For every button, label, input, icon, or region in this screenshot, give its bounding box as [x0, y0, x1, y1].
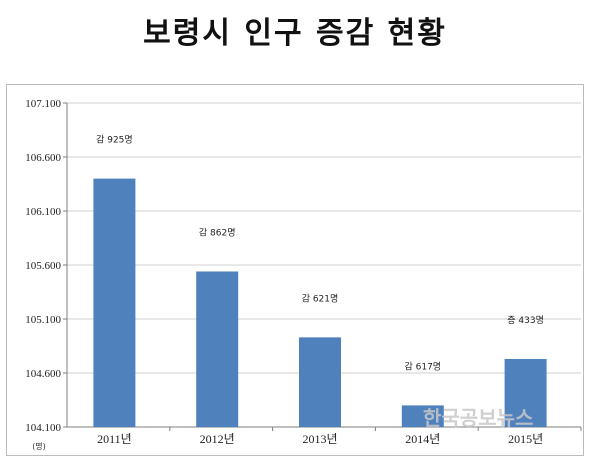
bar [504, 358, 547, 427]
data-label: 감 862명 [199, 226, 236, 238]
bar [196, 271, 239, 427]
data-label: 감 617명 [404, 360, 441, 372]
data-label: 감 621명 [302, 292, 339, 304]
bar [401, 405, 444, 427]
data-label: 감 925명 [96, 134, 133, 146]
x-tick-label: 2015년 [508, 432, 543, 446]
y-tick-label: 106.100 [25, 206, 61, 218]
x-tick-label: 2014년 [405, 432, 440, 446]
y-tick-label: 107.100 [25, 98, 61, 110]
bar [299, 337, 341, 427]
unit-label: (명) [32, 441, 46, 451]
data-label: 증 433명 [507, 315, 544, 326]
y-tick-label: 104.100 [25, 422, 61, 434]
page-title: 보령시 인구 증감 현황 [143, 16, 447, 51]
x-tick-label: 2011년 [97, 432, 132, 446]
x-tick-label: 2013년 [302, 432, 337, 446]
x-tick-label: 2012년 [200, 432, 235, 446]
watermark-text: 한국공보뉴스 [423, 406, 533, 430]
y-tick-label: 105.600 [25, 260, 61, 272]
y-tick-label: 105.100 [25, 314, 61, 326]
bar [93, 178, 136, 427]
y-tick-label: 104.600 [25, 368, 61, 380]
y-tick-label: 106.600 [25, 152, 61, 164]
chart-frame: 107.100 106.600 106.100 105.600 105.100 104.6… [6, 84, 584, 456]
bar-chart: 107.100 106.600 106.100 105.600 105.100 104.6… [25, 98, 582, 451]
